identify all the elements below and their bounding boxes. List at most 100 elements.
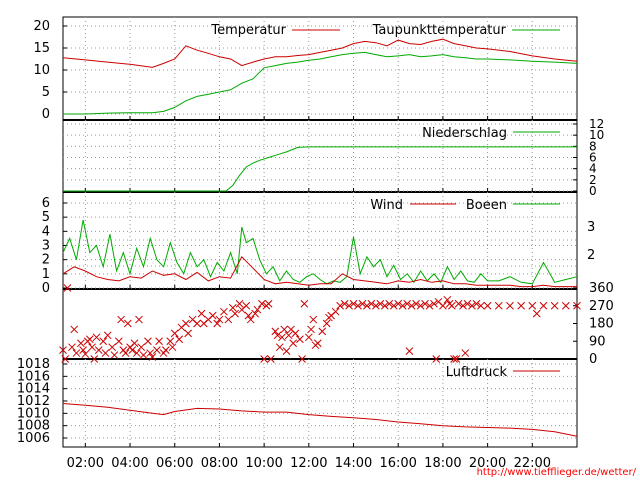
direction-point [407, 301, 416, 310]
direction-point [208, 311, 217, 320]
direction-marker-stroke [77, 339, 85, 348]
direction-point [193, 319, 201, 328]
direction-point [532, 309, 541, 318]
direction-marker-stroke [345, 301, 353, 310]
direction-point [139, 351, 148, 359]
direction-marker-stroke [132, 349, 141, 357]
direction-marker-stroke [532, 309, 541, 318]
direction-marker-stroke [289, 339, 298, 348]
direction-point [253, 305, 262, 314]
direction-marker-stroke [287, 325, 295, 334]
direction-marker-stroke [358, 299, 367, 308]
direction-marker-stroke [148, 353, 157, 361]
y-tick-label: 5 [42, 85, 50, 100]
direction-point [405, 347, 414, 355]
direction-marker-stroke [251, 309, 260, 318]
direction-marker-stroke [88, 343, 96, 352]
y2-tick-label: 12 [589, 117, 604, 131]
direction-marker-stroke [275, 343, 284, 352]
y-tick-label: 0 [42, 281, 50, 296]
direction-point [416, 301, 425, 310]
axis-ticks: 0510152002468101201234562309018027036010… [17, 19, 614, 447]
direction-marker-stroke [561, 301, 570, 310]
legend-label-taupunkt: Taupunkttemperatur [372, 23, 507, 38]
direction-point [260, 355, 268, 363]
direction-marker-stroke [228, 303, 237, 312]
direction-marker-stroke [398, 301, 407, 310]
direction-marker-stroke [407, 301, 416, 310]
y2-tick-label: 10 [589, 128, 604, 142]
direction-marker-stroke [459, 301, 467, 310]
direction-point [135, 315, 143, 324]
legend-pressure: Luftdruck [446, 365, 560, 380]
x-axis-labels: 02:00 04:00 06:00 08:00 10:00 12:00 14:00 16:00… [67, 456, 551, 471]
direction-point [137, 343, 146, 352]
direction-point [307, 325, 315, 334]
direction-marker-stroke [412, 299, 420, 308]
direction-marker-stroke [291, 329, 300, 338]
y-tick-label: 3 [42, 239, 50, 254]
direction-marker-stroke [307, 325, 315, 334]
direction-marker-stroke [483, 301, 492, 310]
direction-point [146, 349, 155, 357]
legend-label-boeen: Boeen [466, 198, 507, 213]
direction-point [224, 315, 233, 324]
direction-point [313, 339, 322, 348]
direction-marker-stroke [146, 349, 155, 357]
direction-point [289, 339, 298, 348]
direction-marker-stroke [336, 301, 344, 310]
x-tick-label: 12:00 [290, 456, 327, 471]
direction-point [300, 299, 309, 308]
direction-marker-stroke [389, 301, 398, 310]
direction-point [70, 325, 79, 334]
direction-marker-stroke [425, 301, 434, 310]
direction-marker-stroke [188, 315, 197, 324]
direction-marker-stroke [61, 355, 70, 363]
direction-marker-stroke [79, 346, 87, 354]
direction-point [79, 346, 87, 354]
direction-point [372, 301, 380, 310]
y2-tick-label: 8 [589, 139, 597, 153]
direction-point [354, 301, 362, 310]
direction-point [81, 350, 90, 358]
direction-point [463, 299, 472, 308]
direction-point [506, 301, 514, 310]
direction-point [322, 319, 331, 328]
direction-marker-stroke [242, 301, 251, 310]
direction-point [144, 337, 152, 346]
direction-point [59, 346, 67, 354]
direction-point [235, 299, 244, 308]
direction-point [161, 346, 170, 354]
direction-point [430, 299, 438, 308]
direction-marker-stroke [68, 343, 76, 352]
x-tick-label: 14:00 [335, 456, 372, 471]
direction-point [385, 299, 394, 308]
direction-point [452, 355, 461, 363]
direction-point [472, 299, 481, 308]
data-series [59, 38, 581, 437]
direction-point [244, 311, 253, 320]
direction-point [298, 355, 306, 363]
direction-point [242, 301, 251, 310]
direction-marker-stroke [85, 335, 94, 344]
direction-marker-stroke [264, 299, 273, 308]
direction-marker-stroke [266, 355, 275, 363]
direction-marker-stroke [59, 346, 67, 354]
direction-point [130, 339, 139, 348]
y-tick-label: 15 [33, 41, 50, 56]
direction-point [345, 301, 353, 310]
direction-marker-stroke [184, 329, 193, 338]
direction-point [184, 329, 193, 338]
x-tick-label: 20:00 [469, 456, 506, 471]
source-url: http://www.tiefflieger.de/wetter/ [477, 467, 637, 478]
direction-point [170, 329, 179, 338]
x-tick-label: 22:00 [514, 456, 551, 471]
direction-point [494, 301, 503, 310]
x-tick-label: 02:00 [67, 456, 104, 471]
x-tick-label: 18:00 [424, 456, 461, 471]
direction-point [284, 331, 293, 340]
series-taupunkttemperatur [63, 51, 578, 115]
y-tick-label: 1006 [17, 431, 50, 446]
direction-marker-stroke [92, 333, 101, 342]
direction-marker-stroke [340, 299, 349, 308]
